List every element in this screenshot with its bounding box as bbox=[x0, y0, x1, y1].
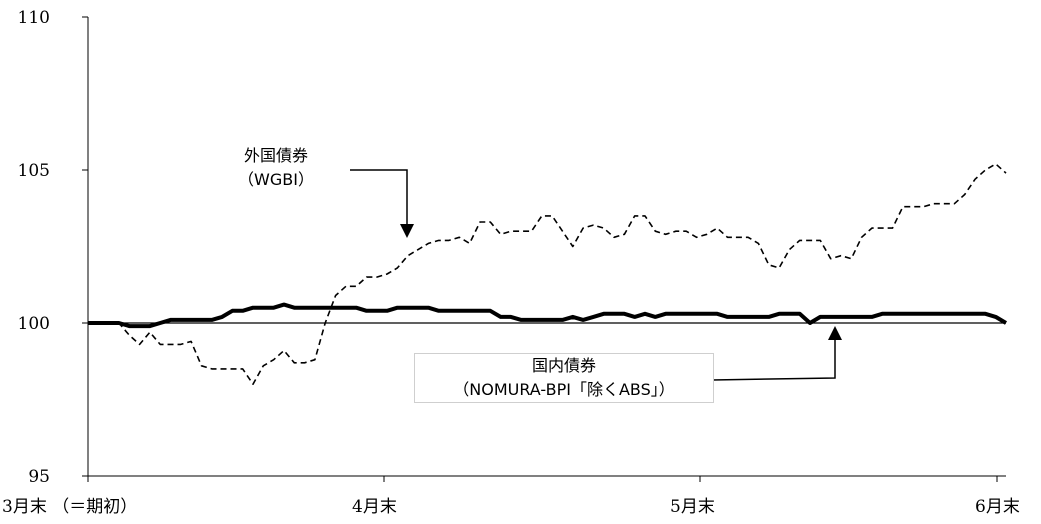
foreign-bond-sublabel: （WGBI） bbox=[238, 170, 314, 189]
series-lines bbox=[88, 163, 1008, 385]
y-tick-label: 100 bbox=[18, 314, 50, 334]
x-tick-label: 5月末 bbox=[670, 497, 715, 517]
y-ticks: 95 100 105 110 bbox=[18, 8, 88, 487]
y-tick-label: 110 bbox=[18, 8, 50, 28]
y-tick-label: 95 bbox=[28, 467, 50, 487]
foreign-bond-label: 外国債券 bbox=[243, 146, 308, 165]
x-axis-labels: 3月末 （＝期初） 4月末 5月末 6月末 bbox=[2, 476, 1020, 517]
foreign-bond-annotation: 外国債券 （WGBI） bbox=[205, 143, 347, 193]
domestic-bond-annotation: 国内債券 （NOMURA-BPI「除くABS」） bbox=[414, 353, 714, 403]
y-tick-label: 105 bbox=[18, 161, 50, 181]
foreign-arrow-line bbox=[350, 169, 408, 226]
annotation-arrows bbox=[350, 169, 842, 381]
series-line-domestic-bonds bbox=[88, 302, 1008, 329]
x-tick-label: 3月末 （＝期初） bbox=[2, 497, 137, 517]
x-tick-label: 4月末 bbox=[352, 497, 397, 517]
domestic-bond-label: 国内債券 bbox=[531, 356, 596, 375]
x-tick-label: 6月末 bbox=[975, 497, 1020, 517]
series-line-foreign-bonds bbox=[88, 163, 1007, 385]
axes bbox=[87, 17, 1006, 477]
foreign-arrowhead bbox=[400, 224, 414, 238]
domestic-bond-sublabel: （NOMURA-BPI「除くABS」） bbox=[453, 380, 675, 399]
domestic-arrow-line bbox=[711, 338, 836, 381]
domestic-arrowhead bbox=[828, 326, 842, 340]
